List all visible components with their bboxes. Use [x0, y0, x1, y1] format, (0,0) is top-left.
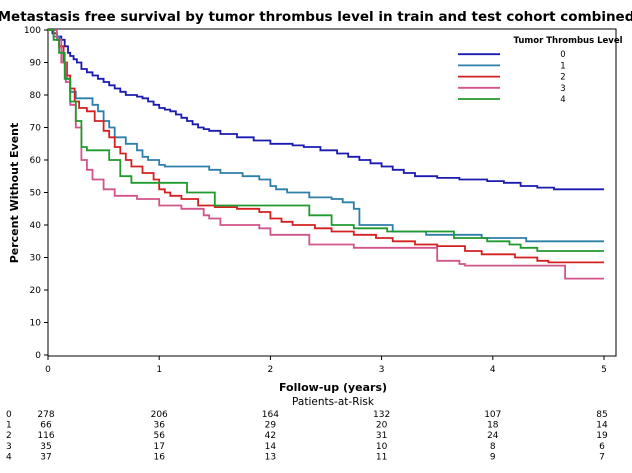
chart-title: Metastasis free survival by tumor thromb… [0, 9, 632, 25]
at-risk-title: Patients-at-Risk [292, 396, 375, 408]
at-risk-value: 14 [596, 421, 608, 431]
at-risk-value: 7 [599, 452, 605, 462]
at-risk-row-label: 0 [6, 410, 12, 420]
y-tick-label: 0 [35, 351, 41, 361]
at-risk-value: 16 [153, 452, 165, 462]
x-tick-label: 5 [601, 365, 607, 375]
at-risk-value: 17 [153, 442, 164, 452]
at-risk-row-label: 4 [6, 452, 12, 462]
curve-level-3 [48, 29, 604, 280]
y-axis-label: Percent Without Event [8, 123, 21, 264]
legend-label-3: 3 [560, 84, 565, 94]
survival-curves [48, 29, 604, 280]
at-risk-value: 31 [376, 431, 387, 441]
at-risk-value: 9 [490, 452, 496, 462]
legend-label-2: 2 [560, 73, 565, 83]
legend: Tumor Thrombus Level 01 234 [458, 36, 623, 105]
legend-label-4: 4 [560, 95, 565, 105]
plot-frame [47, 28, 617, 357]
curve-level-2 [48, 29, 604, 264]
at-risk-value: 18 [487, 421, 499, 431]
legend-title: Tumor Thrombus Level [513, 36, 622, 46]
curve-level-4 [48, 29, 604, 252]
at-risk-value: 56 [153, 431, 165, 441]
at-risk-value: 19 [596, 431, 608, 441]
y-tick-label: 20 [30, 286, 42, 296]
at-risk-value: 206 [151, 410, 168, 420]
at-risk-value: 116 [37, 431, 54, 441]
at-risk-value: 24 [487, 431, 499, 441]
at-risk-value: 14 [265, 442, 277, 452]
y-tick-label: 80 [30, 91, 42, 101]
y-tick-label: 10 [30, 319, 42, 329]
x-tick-label: 0 [45, 365, 51, 375]
legend-label-0: 0 [560, 50, 565, 60]
at-risk-row-label: 3 [6, 442, 12, 452]
at-risk-value: 10 [376, 442, 388, 452]
y-tick-label: 30 [30, 254, 42, 264]
at-risk-value: 107 [484, 410, 501, 420]
legend-label-1: 1 [560, 61, 565, 71]
at-risk-value: 132 [373, 410, 390, 420]
at-risk-value: 20 [376, 421, 388, 431]
y-tick-label: 60 [30, 156, 42, 166]
at-risk-value: 278 [37, 410, 54, 420]
at-risk-row-label: 2 [6, 431, 12, 441]
x-axis: 0 1 2 3 4 5 [45, 356, 607, 375]
at-risk-value: 8 [490, 442, 496, 452]
at-risk-value: 85 [596, 410, 607, 420]
x-tick-label: 3 [379, 365, 385, 375]
at-risk-value: 13 [265, 452, 276, 462]
at-risk-table: 0 278 206 164 132 107 851 66 36 29 20 18 142 116 56 42 3… [6, 410, 608, 462]
y-tick-label: 70 [30, 124, 42, 134]
at-risk-value: 66 [40, 421, 52, 431]
y-tick-label: 100 [24, 26, 41, 36]
y-tick-label: 90 [30, 59, 42, 69]
x-tick-label: 1 [156, 365, 162, 375]
at-risk-value: 42 [265, 431, 276, 441]
at-risk-value: 29 [265, 421, 277, 431]
curve-level-1 [48, 29, 604, 243]
at-risk-value: 36 [153, 421, 165, 431]
curve-level-0 [48, 29, 604, 191]
x-tick-label: 4 [490, 365, 496, 375]
y-tick-label: 50 [30, 189, 42, 199]
y-axis: 0 10 20 30 40 50 60 70 80 90 100 [24, 26, 48, 361]
at-risk-value: 37 [40, 452, 51, 462]
at-risk-value: 35 [40, 442, 51, 452]
at-risk-row-label: 1 [6, 421, 12, 431]
at-risk-value: 6 [599, 442, 605, 452]
x-axis-label: Follow-up (years) [279, 381, 387, 394]
x-tick-label: 2 [268, 365, 274, 375]
y-tick-label: 40 [30, 221, 42, 231]
at-risk-value: 11 [376, 452, 387, 462]
at-risk-value: 164 [262, 410, 279, 420]
